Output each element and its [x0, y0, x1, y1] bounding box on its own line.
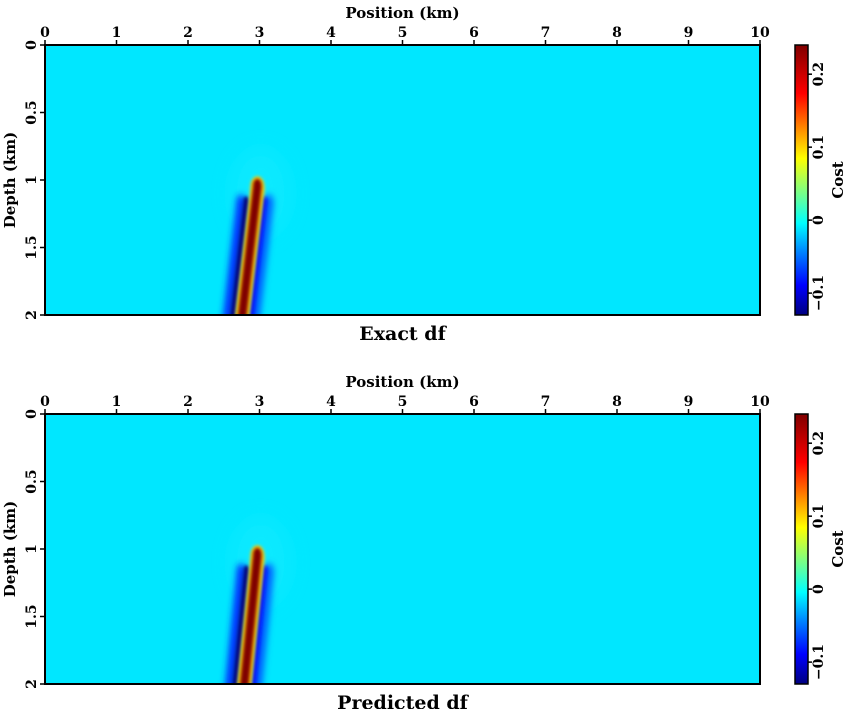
x-tick-label: 10	[750, 25, 770, 41]
x-tick-label: 4	[326, 25, 336, 41]
colorbar-label: Cost	[829, 530, 847, 567]
x-tick-label: 3	[255, 25, 265, 41]
negative-lobe-left-outer	[223, 194, 246, 315]
y-axis-label: Depth (km)	[1, 132, 19, 229]
negative-lobe-right	[251, 565, 268, 684]
colorbar-tick-label: 0.2	[811, 62, 827, 86]
heatmap-background	[45, 414, 760, 684]
y-tick-label: 0.5	[24, 469, 40, 493]
colorbar: −0.1 0 0.1 0.2 Cost	[794, 44, 847, 316]
negative-lobe-left	[232, 565, 250, 684]
positive-lobe-core	[240, 547, 262, 684]
x-tick-label: 8	[612, 25, 622, 41]
y-axis-label: Depth (km)	[1, 501, 19, 598]
colorbar-gradient	[794, 413, 809, 685]
colorbar: −0.1 0 0.1 0.2 Cost	[794, 413, 847, 685]
heatmap-image	[45, 45, 760, 315]
x-tick-label: 5	[398, 25, 408, 41]
y-tick-label: 0	[24, 40, 40, 50]
colorbar-tick-label: 0	[811, 215, 827, 225]
x-tick-label: 1	[112, 25, 122, 41]
x-tick-label: 1	[112, 394, 122, 410]
colorbar-tick-label: −0.1	[811, 644, 827, 680]
y-tick-label: 1.5	[24, 604, 40, 628]
panel-title: Predicted df	[337, 692, 470, 709]
y-tick-label: 1	[24, 544, 40, 554]
x-tick-label: 0	[40, 25, 50, 41]
y-tick-label: 1.5	[24, 235, 40, 259]
y-tick-label: 0	[24, 409, 40, 419]
x-tick-label: 8	[612, 394, 622, 410]
heatmap-image	[45, 414, 760, 684]
x-tick-label: 7	[541, 25, 551, 41]
positive-lobe-core	[238, 178, 262, 315]
negative-lobe-left-outer	[225, 563, 247, 684]
colorbar-tick-label: 0.1	[811, 504, 827, 528]
x-tick-label: 0	[40, 394, 50, 410]
x-axis-label: Position (km)	[345, 373, 459, 391]
y-tick-label: 1	[24, 175, 40, 185]
colorbar-tick-label: 0.2	[811, 431, 827, 455]
x-tick-label: 10	[750, 394, 770, 410]
negative-lobe-right	[249, 196, 268, 315]
heatmap-background	[45, 45, 760, 315]
x-tick-label: 3	[255, 394, 265, 410]
x-tick-label: 4	[326, 394, 336, 410]
colorbar-label: Cost	[829, 161, 847, 198]
x-tick-label: 9	[684, 25, 694, 41]
colorbar-tick-label: 0	[811, 584, 827, 594]
colorbar-tick-label: 0.1	[811, 135, 827, 159]
y-tick-label: 2	[24, 679, 40, 689]
x-tick-label: 2	[183, 394, 193, 410]
chart-panel-2: 0 1 2 3 4 5 6 7 8 9 10 0 0.5 1 1.5 2 Position (km) Depth …	[1, 373, 847, 709]
x-tick-label: 5	[398, 394, 408, 410]
x-tick-label: 9	[684, 394, 694, 410]
x-tick-label: 6	[469, 394, 479, 410]
chart-panel-1: 0 1 2 3 4 5 6 7 8 9 10 0 0.5 1 1.5 2 Position (km) Depth …	[1, 4, 847, 345]
negative-lobe-left	[230, 196, 249, 315]
colorbar-gradient	[794, 44, 809, 316]
x-tick-label: 2	[183, 25, 193, 41]
x-tick-label: 7	[541, 394, 551, 410]
panel-title: Exact df	[359, 323, 447, 345]
y-tick-label: 0.5	[24, 100, 40, 124]
colorbar-tick-label: −0.1	[811, 275, 827, 311]
y-tick-label: 2	[24, 310, 40, 320]
x-tick-label: 6	[469, 25, 479, 41]
x-axis-label: Position (km)	[345, 4, 459, 22]
